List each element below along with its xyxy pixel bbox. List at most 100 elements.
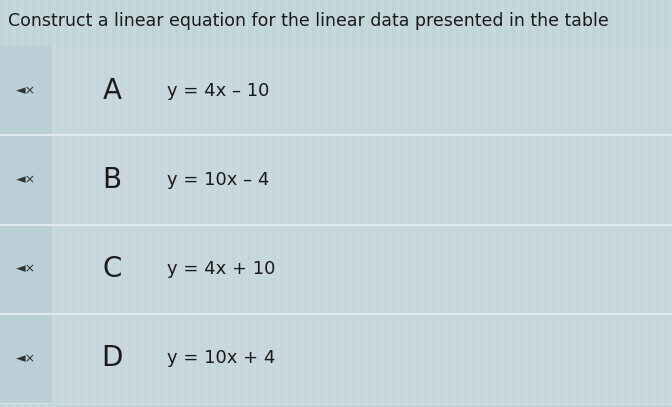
- Text: D: D: [101, 344, 123, 372]
- Bar: [48, 0, 52, 407]
- Bar: [56, 0, 60, 407]
- Bar: [256, 0, 260, 407]
- Bar: [568, 0, 572, 407]
- Bar: [304, 0, 308, 407]
- Text: ◄×: ◄×: [16, 263, 36, 276]
- Bar: [624, 0, 628, 407]
- Bar: [416, 0, 420, 407]
- Bar: [40, 0, 44, 407]
- Bar: [592, 0, 596, 407]
- Bar: [344, 0, 348, 407]
- Bar: [88, 0, 92, 407]
- Bar: [160, 0, 164, 407]
- Bar: [408, 0, 412, 407]
- Bar: [640, 0, 644, 407]
- Bar: [0, 46, 52, 135]
- Bar: [512, 0, 516, 407]
- Bar: [32, 0, 36, 407]
- Bar: [296, 0, 300, 407]
- Bar: [400, 0, 404, 407]
- Bar: [232, 0, 236, 407]
- Bar: [440, 0, 444, 407]
- Bar: [208, 0, 212, 407]
- Bar: [0, 135, 52, 225]
- Bar: [24, 0, 28, 407]
- Bar: [504, 0, 508, 407]
- Bar: [664, 0, 668, 407]
- Bar: [448, 0, 452, 407]
- Bar: [544, 0, 548, 407]
- Bar: [8, 0, 12, 407]
- Bar: [336, 0, 340, 407]
- Bar: [648, 0, 652, 407]
- Bar: [192, 0, 196, 407]
- Bar: [384, 0, 388, 407]
- Bar: [200, 0, 204, 407]
- Bar: [480, 0, 484, 407]
- Bar: [240, 0, 244, 407]
- Bar: [288, 0, 292, 407]
- Text: Construct a linear equation for the linear data presented in the table: Construct a linear equation for the line…: [8, 12, 609, 30]
- Bar: [168, 0, 172, 407]
- Bar: [464, 0, 468, 407]
- Bar: [80, 0, 84, 407]
- Bar: [600, 0, 604, 407]
- Bar: [632, 0, 636, 407]
- Bar: [0, 314, 672, 403]
- Text: A: A: [103, 77, 122, 105]
- Bar: [248, 0, 252, 407]
- Bar: [320, 0, 324, 407]
- Bar: [528, 0, 532, 407]
- Bar: [360, 0, 364, 407]
- Text: y = 10x + 4: y = 10x + 4: [167, 349, 276, 368]
- Bar: [424, 0, 428, 407]
- Bar: [144, 0, 148, 407]
- Bar: [272, 0, 276, 407]
- Bar: [224, 0, 228, 407]
- Text: y = 4x + 10: y = 4x + 10: [167, 260, 276, 278]
- Bar: [184, 0, 188, 407]
- Bar: [536, 0, 540, 407]
- Bar: [0, 0, 4, 407]
- Bar: [432, 0, 436, 407]
- Bar: [392, 0, 396, 407]
- Bar: [136, 0, 140, 407]
- Bar: [616, 0, 620, 407]
- Bar: [128, 0, 132, 407]
- Text: ◄×: ◄×: [16, 173, 36, 186]
- Text: ◄×: ◄×: [16, 352, 36, 365]
- Bar: [488, 0, 492, 407]
- Bar: [496, 0, 500, 407]
- Bar: [176, 0, 180, 407]
- Bar: [64, 0, 68, 407]
- Bar: [104, 0, 108, 407]
- Bar: [0, 225, 672, 314]
- Bar: [368, 0, 372, 407]
- Bar: [552, 0, 556, 407]
- Bar: [584, 0, 588, 407]
- Text: B: B: [102, 166, 122, 194]
- Text: ◄×: ◄×: [16, 84, 36, 97]
- Bar: [0, 46, 672, 135]
- Bar: [216, 0, 220, 407]
- Bar: [0, 0, 672, 38]
- Bar: [264, 0, 268, 407]
- Bar: [576, 0, 580, 407]
- Bar: [0, 135, 672, 225]
- Text: C: C: [102, 255, 122, 283]
- Bar: [96, 0, 100, 407]
- Bar: [16, 0, 20, 407]
- Bar: [0, 314, 52, 403]
- Bar: [352, 0, 356, 407]
- Bar: [456, 0, 460, 407]
- Bar: [608, 0, 612, 407]
- Bar: [120, 0, 124, 407]
- Bar: [152, 0, 156, 407]
- Bar: [72, 0, 76, 407]
- Bar: [112, 0, 116, 407]
- Text: y = 4x – 10: y = 4x – 10: [167, 82, 269, 100]
- Bar: [472, 0, 476, 407]
- Text: y = 10x – 4: y = 10x – 4: [167, 171, 269, 189]
- Bar: [560, 0, 564, 407]
- Bar: [656, 0, 660, 407]
